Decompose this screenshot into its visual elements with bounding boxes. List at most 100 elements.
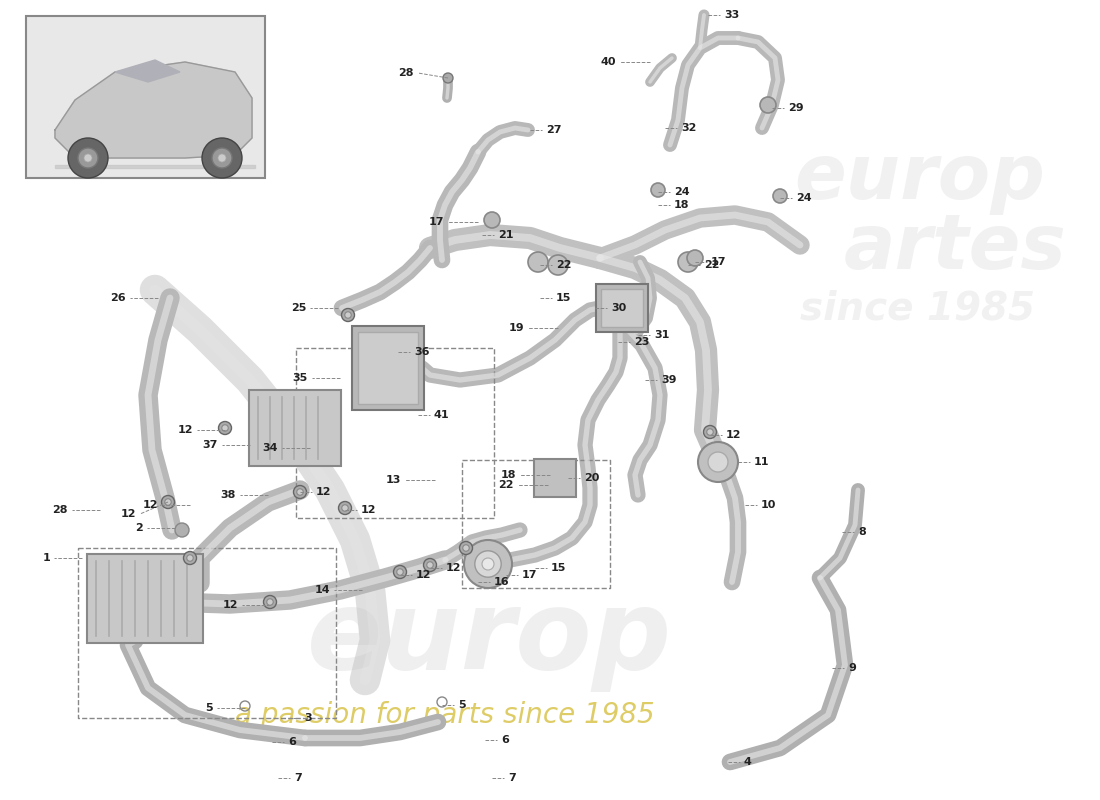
Circle shape [460, 542, 473, 554]
Circle shape [528, 252, 548, 272]
Circle shape [297, 489, 304, 495]
Polygon shape [116, 60, 180, 82]
Circle shape [202, 138, 242, 178]
Circle shape [294, 486, 307, 498]
Text: 24: 24 [796, 193, 812, 203]
Circle shape [475, 550, 502, 578]
Text: 15: 15 [556, 293, 571, 303]
Text: 12: 12 [143, 500, 158, 510]
Circle shape [698, 442, 738, 482]
Text: 12: 12 [222, 600, 238, 610]
Circle shape [482, 558, 494, 570]
Circle shape [184, 551, 197, 565]
Polygon shape [55, 62, 252, 158]
Circle shape [84, 154, 92, 162]
Circle shape [218, 154, 226, 162]
Text: 12: 12 [316, 487, 331, 497]
Circle shape [760, 97, 775, 113]
Circle shape [464, 540, 512, 588]
Circle shape [678, 252, 698, 272]
Text: 4: 4 [744, 757, 752, 767]
Circle shape [708, 452, 728, 472]
Text: 34: 34 [263, 443, 278, 453]
Text: since 1985: since 1985 [801, 289, 1035, 327]
Circle shape [165, 498, 172, 506]
Circle shape [688, 250, 703, 266]
Text: 8: 8 [858, 527, 866, 537]
Text: 36: 36 [414, 347, 429, 357]
Text: 20: 20 [584, 473, 600, 483]
Text: 18: 18 [500, 470, 516, 480]
Circle shape [397, 569, 404, 575]
Text: 5: 5 [458, 700, 465, 710]
Text: 33: 33 [724, 10, 739, 20]
Text: 12: 12 [121, 509, 136, 519]
Text: 12: 12 [361, 505, 376, 515]
Circle shape [266, 598, 273, 606]
Text: 31: 31 [654, 330, 670, 340]
Text: 16: 16 [494, 577, 509, 587]
Text: 5: 5 [206, 703, 213, 713]
Text: europ: europ [794, 141, 1045, 215]
Text: 12: 12 [726, 430, 741, 440]
Circle shape [339, 502, 352, 514]
Circle shape [344, 312, 351, 318]
Text: 22: 22 [704, 260, 719, 270]
Text: 24: 24 [674, 187, 690, 197]
Text: 18: 18 [674, 200, 690, 210]
Circle shape [773, 189, 786, 203]
FancyBboxPatch shape [352, 326, 424, 410]
Text: 12: 12 [177, 425, 192, 435]
Text: 17: 17 [522, 570, 538, 580]
Text: 14: 14 [315, 585, 330, 595]
Circle shape [68, 138, 108, 178]
Text: 28: 28 [53, 505, 68, 515]
Circle shape [443, 73, 453, 83]
Circle shape [162, 495, 175, 509]
FancyBboxPatch shape [249, 390, 341, 466]
Circle shape [463, 545, 470, 551]
Text: 10: 10 [761, 500, 777, 510]
Text: 21: 21 [498, 230, 514, 240]
Text: 17: 17 [429, 217, 444, 227]
FancyBboxPatch shape [358, 332, 418, 404]
Text: artes: artes [844, 211, 1066, 285]
Text: 6: 6 [500, 735, 509, 745]
Text: 30: 30 [610, 303, 626, 313]
Text: 11: 11 [754, 457, 770, 467]
Text: 7: 7 [294, 773, 301, 783]
FancyBboxPatch shape [26, 16, 265, 178]
Circle shape [264, 595, 276, 609]
Text: 3: 3 [304, 713, 311, 723]
Text: 15: 15 [551, 563, 566, 573]
Text: 17: 17 [711, 257, 726, 267]
Text: 6: 6 [288, 737, 296, 747]
Text: 40: 40 [601, 57, 616, 67]
Circle shape [706, 429, 713, 435]
Text: 12: 12 [416, 570, 431, 580]
Text: 9: 9 [848, 663, 856, 673]
Text: 29: 29 [788, 103, 804, 113]
Text: 19: 19 [508, 323, 524, 333]
Circle shape [548, 255, 568, 275]
Text: 32: 32 [681, 123, 696, 133]
Circle shape [704, 426, 716, 438]
Circle shape [222, 425, 229, 431]
Text: 28: 28 [398, 68, 414, 78]
Text: a passion for parts since 1985: a passion for parts since 1985 [235, 701, 654, 729]
Circle shape [187, 554, 194, 562]
Text: 1: 1 [42, 553, 50, 563]
Circle shape [427, 562, 433, 568]
Text: 38: 38 [221, 490, 236, 500]
Circle shape [342, 505, 349, 511]
FancyBboxPatch shape [596, 284, 648, 332]
Text: 23: 23 [634, 337, 649, 347]
Text: 2: 2 [135, 523, 143, 533]
Circle shape [341, 309, 354, 322]
Text: 39: 39 [661, 375, 676, 385]
Text: 27: 27 [546, 125, 561, 135]
Text: 26: 26 [110, 293, 126, 303]
FancyBboxPatch shape [601, 289, 643, 327]
Text: 12: 12 [446, 563, 462, 573]
Circle shape [424, 558, 437, 571]
